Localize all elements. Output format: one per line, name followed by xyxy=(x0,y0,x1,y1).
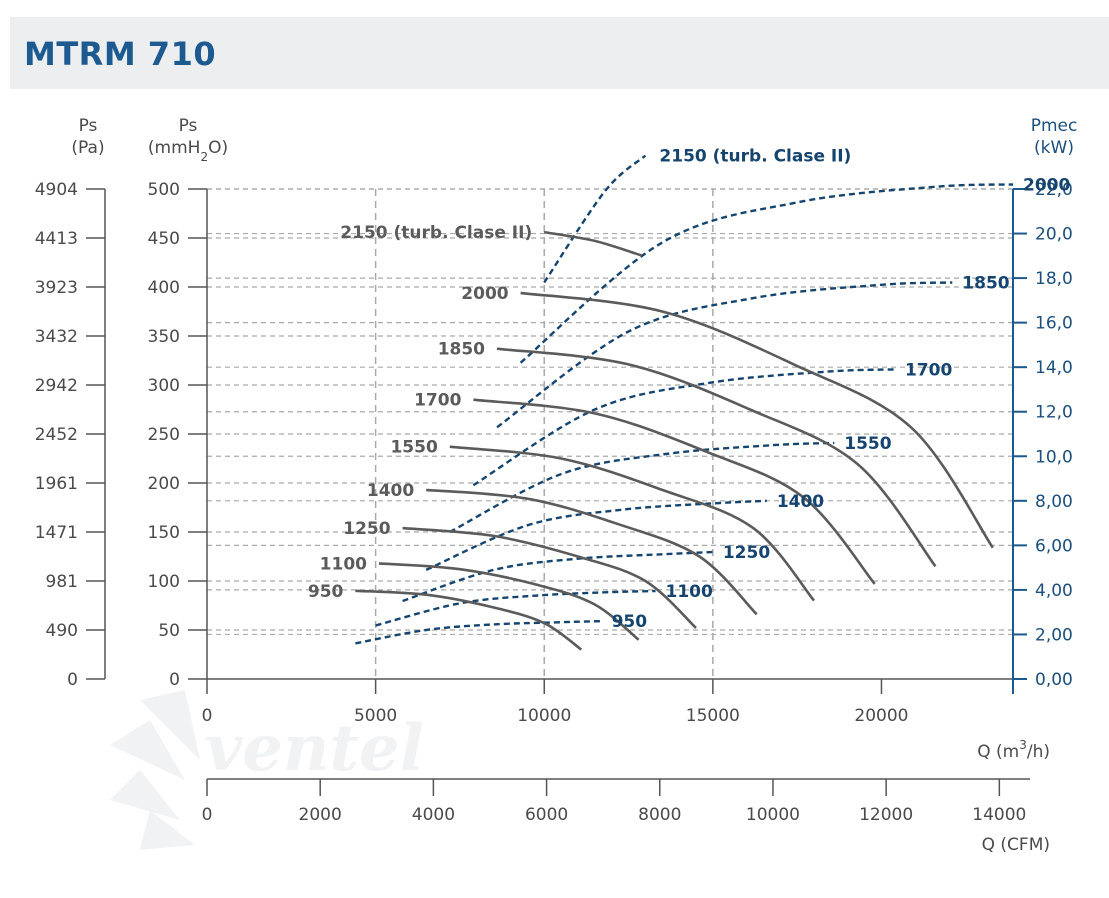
x-tick-label: 10000 xyxy=(517,706,571,726)
pressure-curve-1700 xyxy=(473,398,876,585)
power-label-1550: 1550 xyxy=(844,434,891,454)
mm-tick-label: 300 xyxy=(148,376,180,396)
curve-labels: 950 1100 1250 1400 1550 1700 1850 2000 2150 (tur… xyxy=(308,147,1071,632)
pa-tick-label: 3432 xyxy=(35,327,78,347)
kw-tick-label: 8,00 xyxy=(1035,492,1073,512)
pressure-label-2150: 2150 (turb. Clase II) xyxy=(340,223,532,243)
kw-tick-label: 6,00 xyxy=(1035,536,1073,556)
pressure-label-1400: 1400 xyxy=(367,481,414,501)
power-label-950: 950 xyxy=(612,612,648,632)
watermark-text: ventel xyxy=(205,711,424,786)
pa-tick-label: 981 xyxy=(46,572,78,592)
mm-axis-title: Ps xyxy=(179,116,198,136)
power-label-1250: 1250 xyxy=(723,543,770,563)
x-tick-label: 5000 xyxy=(354,706,397,726)
ventel-watermark: ventel xyxy=(110,690,424,850)
power-label-2000: 2000 xyxy=(1023,176,1070,196)
kw-tick-label: 2,00 xyxy=(1035,625,1073,645)
pa-tick-label: 0 xyxy=(67,670,78,690)
pressure-label-2000: 2000 xyxy=(461,284,508,304)
x-axis-title: Q (m3/h) xyxy=(977,738,1050,762)
cfm-tick-label: 2000 xyxy=(299,805,342,825)
pressure-curves xyxy=(355,230,994,651)
mm-tick-label: 500 xyxy=(148,180,180,200)
power-curve-2000 xyxy=(519,183,1014,364)
pressure-curve-950 xyxy=(355,589,583,651)
pressure-label-1100: 1100 xyxy=(320,554,367,574)
kw-tick-label: 20,0 xyxy=(1035,225,1073,245)
kw-tick-label: 18,0 xyxy=(1035,269,1073,289)
mm-tick-label: 0 xyxy=(169,670,180,690)
pressure-label-1550: 1550 xyxy=(390,438,437,458)
power-curve-1400 xyxy=(425,499,767,571)
cfm-tick-label: 14000 xyxy=(972,805,1026,825)
kw-axis-unit: (kW) xyxy=(1034,138,1074,158)
cfm-tick-label: 8000 xyxy=(638,805,681,825)
pa-axis-unit: (Pa) xyxy=(71,138,104,158)
pa-tick-label: 3923 xyxy=(35,278,78,298)
cfm-tick-label: 10000 xyxy=(746,805,800,825)
pressure-label-1850: 1850 xyxy=(438,340,485,360)
mm-tick-label: 450 xyxy=(148,229,180,249)
kw-tick-label: 0,00 xyxy=(1035,670,1073,690)
kw-tick-label: 16,0 xyxy=(1035,314,1073,334)
title-bar: MTRM 710 xyxy=(10,17,1109,89)
power-curve-1250 xyxy=(402,550,713,603)
cfm-axis-title: Q (CFM) xyxy=(982,835,1050,855)
pa-tick-label: 4413 xyxy=(35,229,78,249)
mm-tick-label: 150 xyxy=(148,523,180,543)
pressure-curve-1550 xyxy=(449,445,815,602)
cfm-tick-label: 0 xyxy=(202,805,213,825)
pa-tick-label: 2942 xyxy=(35,376,78,396)
kw-tick-label: 22,0 xyxy=(1035,180,1073,200)
mm-tick-label: 400 xyxy=(148,278,180,298)
kw-tick-label: 10,0 xyxy=(1035,447,1073,467)
pa-axis-title: Ps xyxy=(79,116,98,136)
pressure-label-950: 950 xyxy=(308,582,344,602)
power-label-1100: 1100 xyxy=(666,582,713,602)
pressure-curve-1850 xyxy=(496,347,937,568)
kw-tick-label: 4,00 xyxy=(1035,581,1073,601)
grid-layer xyxy=(207,188,1013,679)
mm-axis-unit: (mmH2O) xyxy=(148,138,228,164)
kw-tick-label: 14,0 xyxy=(1035,358,1073,378)
mm-tick-label: 250 xyxy=(148,425,180,445)
pressure-label-1250: 1250 xyxy=(343,519,390,539)
pressure-curve-2150 xyxy=(543,230,643,257)
pressure-curve-1250 xyxy=(402,526,697,629)
pa-tick-label: 1961 xyxy=(35,474,78,494)
kw-axis-title: Pmec xyxy=(1031,116,1078,136)
pa-tick-label: 2452 xyxy=(35,425,78,445)
cfm-tick-label: 4000 xyxy=(412,805,455,825)
power-label-1850: 1850 xyxy=(962,274,1009,294)
power-curve-2150 xyxy=(543,154,647,284)
cfm-tick-label: 12000 xyxy=(859,805,913,825)
x-tick-label: 0 xyxy=(202,706,213,726)
page-title: MTRM 710 xyxy=(24,35,217,73)
pa-tick-label: 4904 xyxy=(35,180,78,200)
power-label-1400: 1400 xyxy=(777,492,824,512)
x-tick-label: 15000 xyxy=(686,706,740,726)
mm-tick-label: 200 xyxy=(148,474,180,494)
mm-tick-label: 350 xyxy=(148,327,180,347)
x-tick-label: 20000 xyxy=(854,706,908,726)
pa-tick-label: 490 xyxy=(46,621,78,641)
power-curve-1100 xyxy=(375,589,656,627)
power-curve-1850 xyxy=(496,281,953,429)
cfm-tick-label: 6000 xyxy=(525,805,568,825)
power-label-1700: 1700 xyxy=(905,360,952,380)
pressure-curve-1400 xyxy=(426,488,758,616)
power-label-2150: 2150 (turb. Clase II) xyxy=(659,147,851,167)
pressure-curve-1100 xyxy=(378,562,640,641)
power-curve-950 xyxy=(355,619,602,645)
pa-tick-label: 1471 xyxy=(35,523,78,543)
mm-tick-label: 50 xyxy=(158,621,180,641)
mm-tick-label: 100 xyxy=(148,572,180,592)
pressure-curve-2000 xyxy=(520,291,994,549)
kw-tick-label: 12,0 xyxy=(1035,403,1073,423)
axes-layer: 0 490 981 1471 1961 2452 2942 3432 3923 4413 4904 P… xyxy=(35,116,1078,855)
pressure-label-1700: 1700 xyxy=(414,391,461,411)
power-curve-1700 xyxy=(472,368,896,487)
